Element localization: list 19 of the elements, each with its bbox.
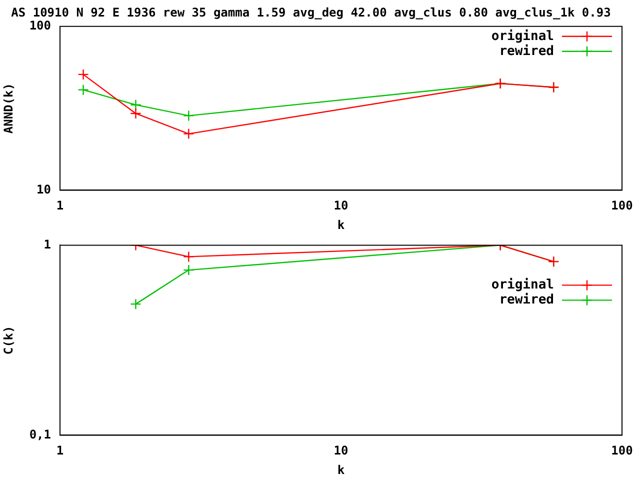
x-axis-title: k [337, 218, 346, 232]
x-tick-label: 10 [334, 198, 348, 213]
x-axis-title: k [337, 462, 346, 477]
y-tick-label: 10 [36, 182, 51, 196]
y-axis-title: ANND(k) [1, 83, 16, 134]
x-tick-label: 100 [611, 198, 633, 213]
x-tick-label: 1 [56, 444, 64, 458]
y-tick-label: 100 [29, 18, 51, 33]
chart-title: AS 10910 N 92 E 1936 rew 35 gamma 1.59 avg_deg 42.00 avg_clus 0.80 avg_clus_1k 0.93 [11, 5, 611, 20]
x-tick-label: 1 [56, 198, 64, 213]
y-tick-label: 0,1 [29, 427, 51, 442]
x-tick-label: 100 [611, 444, 633, 458]
legend-label: original [491, 278, 554, 293]
x-tick-label: 10 [334, 444, 348, 458]
y-tick-label: 1 [44, 237, 51, 252]
legend-label: rewired [499, 292, 554, 308]
y-axis-title: C(k) [1, 326, 16, 355]
legend-label: rewired [499, 44, 554, 59]
legend-label: original [491, 28, 554, 44]
